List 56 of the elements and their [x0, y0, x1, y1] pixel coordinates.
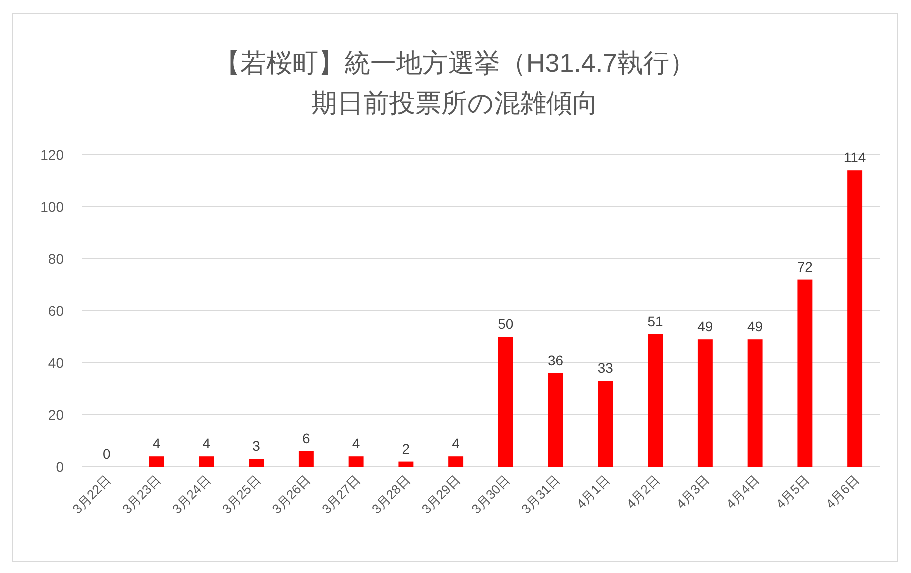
bar: [348, 456, 364, 467]
bar: [698, 340, 713, 467]
bar: [398, 462, 414, 467]
x-tick-label: 3月28日: [368, 472, 414, 517]
x-tick-label: 3月29日: [418, 472, 464, 517]
x-tick-label: 3月22日: [70, 472, 114, 517]
data-label: 49: [698, 318, 714, 335]
bar: [648, 334, 664, 467]
data-label: 4: [202, 436, 211, 452]
data-label: 6: [302, 430, 311, 446]
y-tick-label: 0: [56, 459, 64, 475]
y-tick-label: 100: [40, 199, 64, 215]
bar: [598, 381, 614, 467]
bar: [548, 373, 564, 467]
y-tick-label: 60: [48, 303, 64, 319]
data-label: 51: [648, 313, 664, 330]
data-label: 0: [103, 446, 112, 462]
data-label: 2: [402, 440, 410, 457]
x-tick-label: 4月6日: [822, 472, 862, 512]
x-tick-label: 4月2日: [623, 472, 663, 512]
x-tick-label: 4月1日: [574, 472, 613, 512]
x-tick-label: 3月23日: [120, 472, 164, 517]
bar: [848, 170, 863, 467]
data-label: 4: [152, 436, 161, 452]
bar: [448, 456, 464, 467]
x-tick-label: 3月31日: [518, 472, 563, 517]
x-tick-label: 3月27日: [319, 472, 364, 517]
y-tick-label: 40: [48, 355, 64, 371]
x-tick-label: 4月4日: [723, 472, 762, 512]
data-label: 4: [452, 436, 460, 452]
data-label: 4: [352, 436, 360, 452]
data-label: 50: [498, 316, 514, 332]
bar: [199, 456, 214, 467]
y-tick-label: 80: [48, 251, 64, 267]
x-tick-label: 4月5日: [773, 472, 812, 512]
data-label: 3: [252, 438, 261, 454]
x-tick-label: 3月25日: [219, 472, 264, 517]
x-tick-label: 3月30日: [468, 472, 514, 517]
bar: [748, 340, 763, 467]
y-tick-label: 20: [48, 407, 64, 423]
bar: [298, 451, 314, 467]
chart-subtitle: 期日前投票所の混雑傾向: [312, 88, 598, 118]
x-tick-label: 4月3日: [673, 472, 713, 512]
data-label: 114: [844, 150, 866, 166]
bar: [798, 280, 813, 467]
data-label: 33: [598, 360, 614, 376]
bar: [149, 456, 164, 467]
data-label: 72: [797, 258, 814, 275]
x-tick-label: 3月26日: [269, 472, 314, 517]
bar: [498, 337, 514, 467]
y-tick-label: 120: [40, 147, 64, 163]
data-label: 49: [748, 318, 764, 335]
bar: [249, 459, 264, 467]
data-label: 36: [548, 352, 564, 368]
chart-title: 【若桜町】統一地方選挙（H31.4.7執行）: [214, 48, 696, 78]
x-tick-label: 3月24日: [169, 472, 214, 517]
